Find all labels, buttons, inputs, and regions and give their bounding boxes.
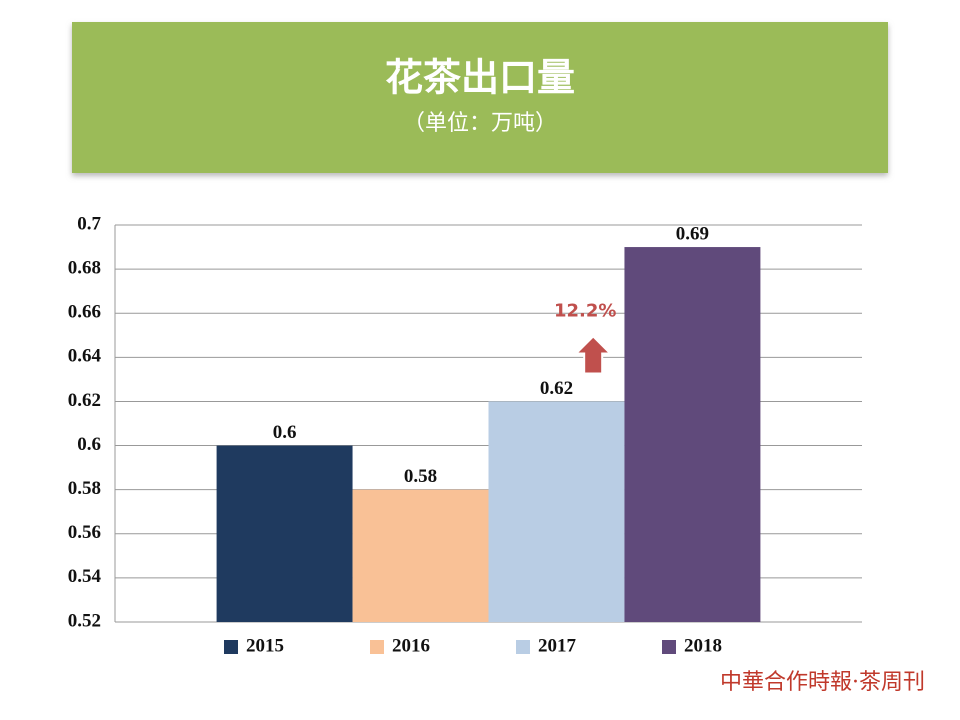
watermark: 中華合作時報·茶周刊: [720, 670, 925, 695]
y-tick-label: 0.66: [68, 302, 101, 323]
legend-swatch: [516, 640, 530, 654]
y-tick-label: 0.64: [68, 346, 102, 367]
arrow: [573, 335, 613, 375]
legend-label: 2015: [246, 635, 284, 656]
legend-swatch: [370, 640, 384, 654]
value-label: 0.69: [676, 223, 709, 244]
y-tick-label: 0.62: [68, 390, 101, 411]
y-tick-label: 0.56: [68, 522, 101, 543]
legend-label: 2017: [538, 635, 577, 656]
chart-subtitle: （单位：万吨）: [403, 111, 557, 136]
y-tick-label: 0.7: [77, 213, 101, 234]
value-label: 0.62: [540, 378, 573, 399]
annotation: 12.2%: [554, 300, 616, 321]
y-tick-label: 0.54: [68, 566, 102, 587]
value-label: 0.6: [273, 422, 297, 443]
y-tick-label: 0.6: [77, 434, 101, 455]
legend-label: 2018: [684, 635, 722, 656]
legend-swatch: [224, 640, 238, 654]
bar: [488, 401, 625, 622]
y-tick-label: 0.68: [68, 257, 101, 278]
bar: [352, 489, 489, 622]
legend-label: 2016: [392, 635, 430, 656]
title-box: [72, 22, 888, 173]
legend-swatch: [662, 640, 676, 654]
y-tick-label: 0.52: [68, 610, 101, 631]
y-tick-label: 0.58: [68, 478, 101, 499]
bar: [624, 247, 761, 623]
value-label: 0.58: [404, 466, 437, 487]
bar: [216, 445, 353, 622]
chart-title: 花茶出口量: [385, 56, 575, 100]
